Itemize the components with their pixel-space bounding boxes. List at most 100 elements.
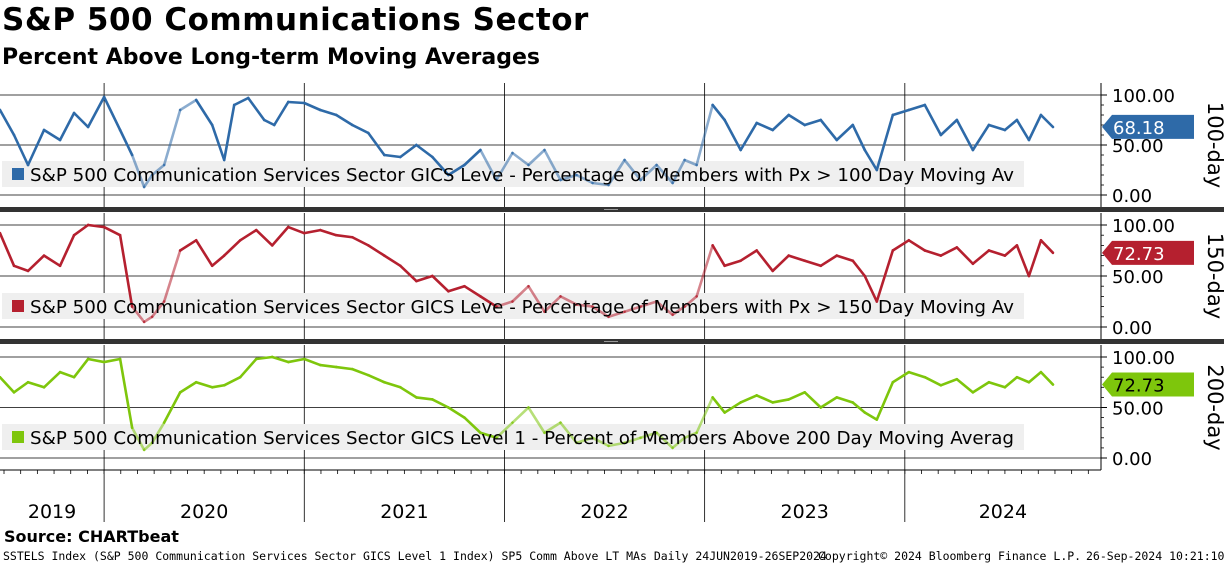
data-point-150-day <box>223 254 226 257</box>
series-segment-100-day <box>415 143 434 159</box>
data-point-100-day <box>431 155 434 159</box>
series-segment-150-day <box>987 249 1007 257</box>
series-segment-200-day <box>399 385 418 399</box>
data-point-100-day <box>723 118 726 122</box>
series-segment-150-day <box>939 246 959 257</box>
data-point-200-day <box>479 431 482 434</box>
data-point-150-day <box>863 274 866 278</box>
series-segment-150-day <box>0 231 16 268</box>
data-point-200-day <box>511 421 514 424</box>
data-point-200-day <box>695 431 698 434</box>
data-point-150-day <box>1015 244 1019 247</box>
series-segment-100-day <box>591 181 610 187</box>
data-point-100-day <box>351 123 354 127</box>
data-point-200-day <box>367 373 370 377</box>
data-point-150-day <box>495 305 498 308</box>
data-point-100-day <box>1039 113 1043 117</box>
last-value-tag <box>1102 114 1194 139</box>
series-segment-150-day <box>72 223 90 237</box>
y-tick-label: 50.00 <box>1112 136 1164 157</box>
data-point-150-day <box>26 269 30 273</box>
data-point-200-day <box>447 406 450 409</box>
series-segment-200-day <box>222 375 242 387</box>
data-point-150-day <box>819 264 822 267</box>
panel-name-label: 150-day <box>1203 233 1224 319</box>
series-segment-200-day <box>527 406 546 435</box>
data-point-200-day <box>431 398 434 401</box>
data-point-100-day <box>835 138 838 142</box>
series-segment-200-day <box>987 380 1007 389</box>
series-segment-100-day <box>559 173 578 182</box>
series-segment-200-day <box>695 396 714 435</box>
series-segment-200-day <box>335 365 354 371</box>
series-segment-100-day <box>607 158 626 187</box>
series-segment-200-day <box>351 367 370 377</box>
last-value-label: 72.73 <box>1113 244 1165 265</box>
data-point-200-day <box>210 386 214 389</box>
series-segment-100-day <box>162 108 182 167</box>
series-segment-100-day <box>210 123 226 162</box>
series-segment-150-day <box>591 305 610 319</box>
series-segment-150-day <box>86 223 106 229</box>
series-segment-100-day <box>955 118 975 152</box>
data-point-100-day <box>891 113 895 117</box>
series-segment-100-day <box>939 118 959 137</box>
data-point-200-day <box>335 365 338 369</box>
series-segment-150-day <box>527 284 546 314</box>
data-point-100-day <box>607 183 610 187</box>
series-segment-200-day <box>194 380 214 389</box>
series-segment-200-day <box>479 431 498 440</box>
data-point-150-day <box>102 225 106 229</box>
legend-label: S&P 500 Communication Services Sector GI… <box>30 298 1014 318</box>
series-segment-100-day <box>0 108 16 137</box>
series-segment-200-day <box>711 396 726 414</box>
series-segment-150-day <box>26 254 46 273</box>
data-point-200-day <box>819 406 822 409</box>
series-segment-200-day <box>971 380 991 394</box>
data-point-150-day <box>367 244 370 247</box>
data-point-100-day <box>335 113 338 117</box>
series-segment-150-day <box>1027 239 1043 278</box>
data-point-100-day <box>142 185 146 189</box>
data-point-150-day <box>399 264 402 267</box>
data-point-200-day <box>162 421 166 424</box>
data-point-100-day <box>755 121 758 125</box>
data-point-150-day <box>971 262 975 265</box>
series-segment-100-day <box>118 128 134 157</box>
data-point-150-day <box>987 249 991 252</box>
data-point-100-day <box>683 158 686 162</box>
series-segment-150-day <box>559 295 578 306</box>
series-segment-200-day <box>1027 370 1043 384</box>
data-point-150-day <box>447 290 450 293</box>
data-point-100-day <box>771 128 774 132</box>
data-point-150-day <box>12 264 16 267</box>
data-point-100-day <box>367 131 370 135</box>
series-segment-150-day <box>683 295 698 308</box>
series-segment-150-day <box>12 264 30 273</box>
data-point-150-day <box>591 305 594 308</box>
data-point-100-day <box>623 158 626 162</box>
legend-box <box>2 424 1024 450</box>
footer-timestamp: 26-Sep-2024 10:21:10 <box>1086 549 1224 563</box>
series-segment-150-day <box>318 228 338 237</box>
series-segment-200-day <box>118 357 134 430</box>
series-segment-200-day <box>383 380 402 389</box>
series-segment-150-day <box>711 244 726 268</box>
series-segment-150-day <box>819 254 839 268</box>
x-tick-label: 2020 <box>180 501 228 523</box>
data-point-100-day <box>194 98 198 102</box>
data-point-150-day <box>683 305 686 308</box>
series-segment-200-day <box>655 431 674 450</box>
series-segment-200-day <box>771 398 791 404</box>
data-point-150-day <box>351 236 354 239</box>
series-segment-200-day <box>26 380 46 389</box>
data-point-150-day <box>383 254 386 257</box>
series-segment-200-day <box>0 375 16 394</box>
data-point-200-day <box>102 360 106 364</box>
series-segment-100-day <box>222 103 236 162</box>
series-segment-150-day <box>891 239 911 252</box>
data-point-100-day <box>479 148 482 152</box>
data-point-150-day <box>1003 254 1007 257</box>
data-point-150-day <box>239 239 242 242</box>
